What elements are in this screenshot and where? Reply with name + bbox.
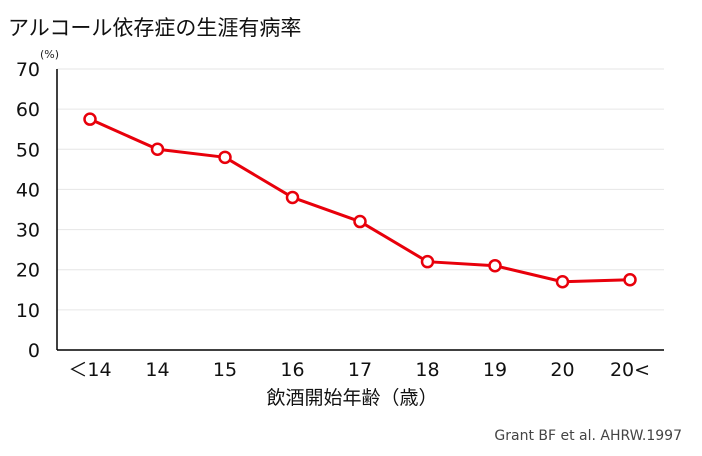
source-citation: Grant BF et al. AHRW.1997 — [494, 428, 682, 444]
data-point — [623, 273, 637, 287]
chart-title: アルコール依存症の生涯有病率 — [8, 16, 302, 40]
x-tick-label: 15 — [213, 359, 237, 381]
y-tick-label: 70 — [16, 59, 40, 81]
y-tick-label: 20 — [16, 260, 40, 282]
y-tick-label: 50 — [16, 139, 40, 161]
x-tick-label: 19 — [483, 359, 507, 381]
data-point — [218, 150, 232, 165]
data-point — [555, 275, 570, 289]
data-point — [488, 258, 502, 273]
series-line — [89, 117, 631, 284]
y-tick-labels: 0 10 20 30 40 50 60 70 — [16, 59, 40, 362]
data-point — [285, 190, 300, 205]
y-tick-label: 60 — [16, 99, 40, 121]
data-point — [353, 214, 367, 229]
x-tick-label: 14 — [145, 359, 169, 381]
x-tick-label: 16 — [280, 359, 304, 381]
x-tick-label: 20< — [610, 359, 650, 381]
y-tick-label: 10 — [16, 300, 40, 322]
data-point — [150, 142, 165, 157]
axes — [56, 69, 664, 351]
x-tick-labels: ＜14 14 15 16 17 18 19 20 20< — [68, 359, 650, 381]
x-tick-label: 18 — [415, 359, 439, 381]
y-tick-label: 40 — [16, 179, 40, 201]
data-point — [420, 254, 435, 269]
y-unit-label: (%) — [40, 48, 60, 61]
series-line-path — [89, 117, 631, 284]
y-tick-label: 0 — [28, 340, 40, 362]
y-tick-label: 30 — [16, 220, 40, 242]
x-tick-label: ＜14 — [68, 359, 111, 381]
data-point — [83, 112, 97, 126]
data-points — [83, 112, 637, 289]
x-axis-title: 飲酒開始年齢（歳） — [266, 387, 438, 409]
x-tick-label: 20 — [550, 359, 574, 381]
gridlines — [57, 68, 664, 311]
x-tick-label: 17 — [348, 359, 372, 381]
